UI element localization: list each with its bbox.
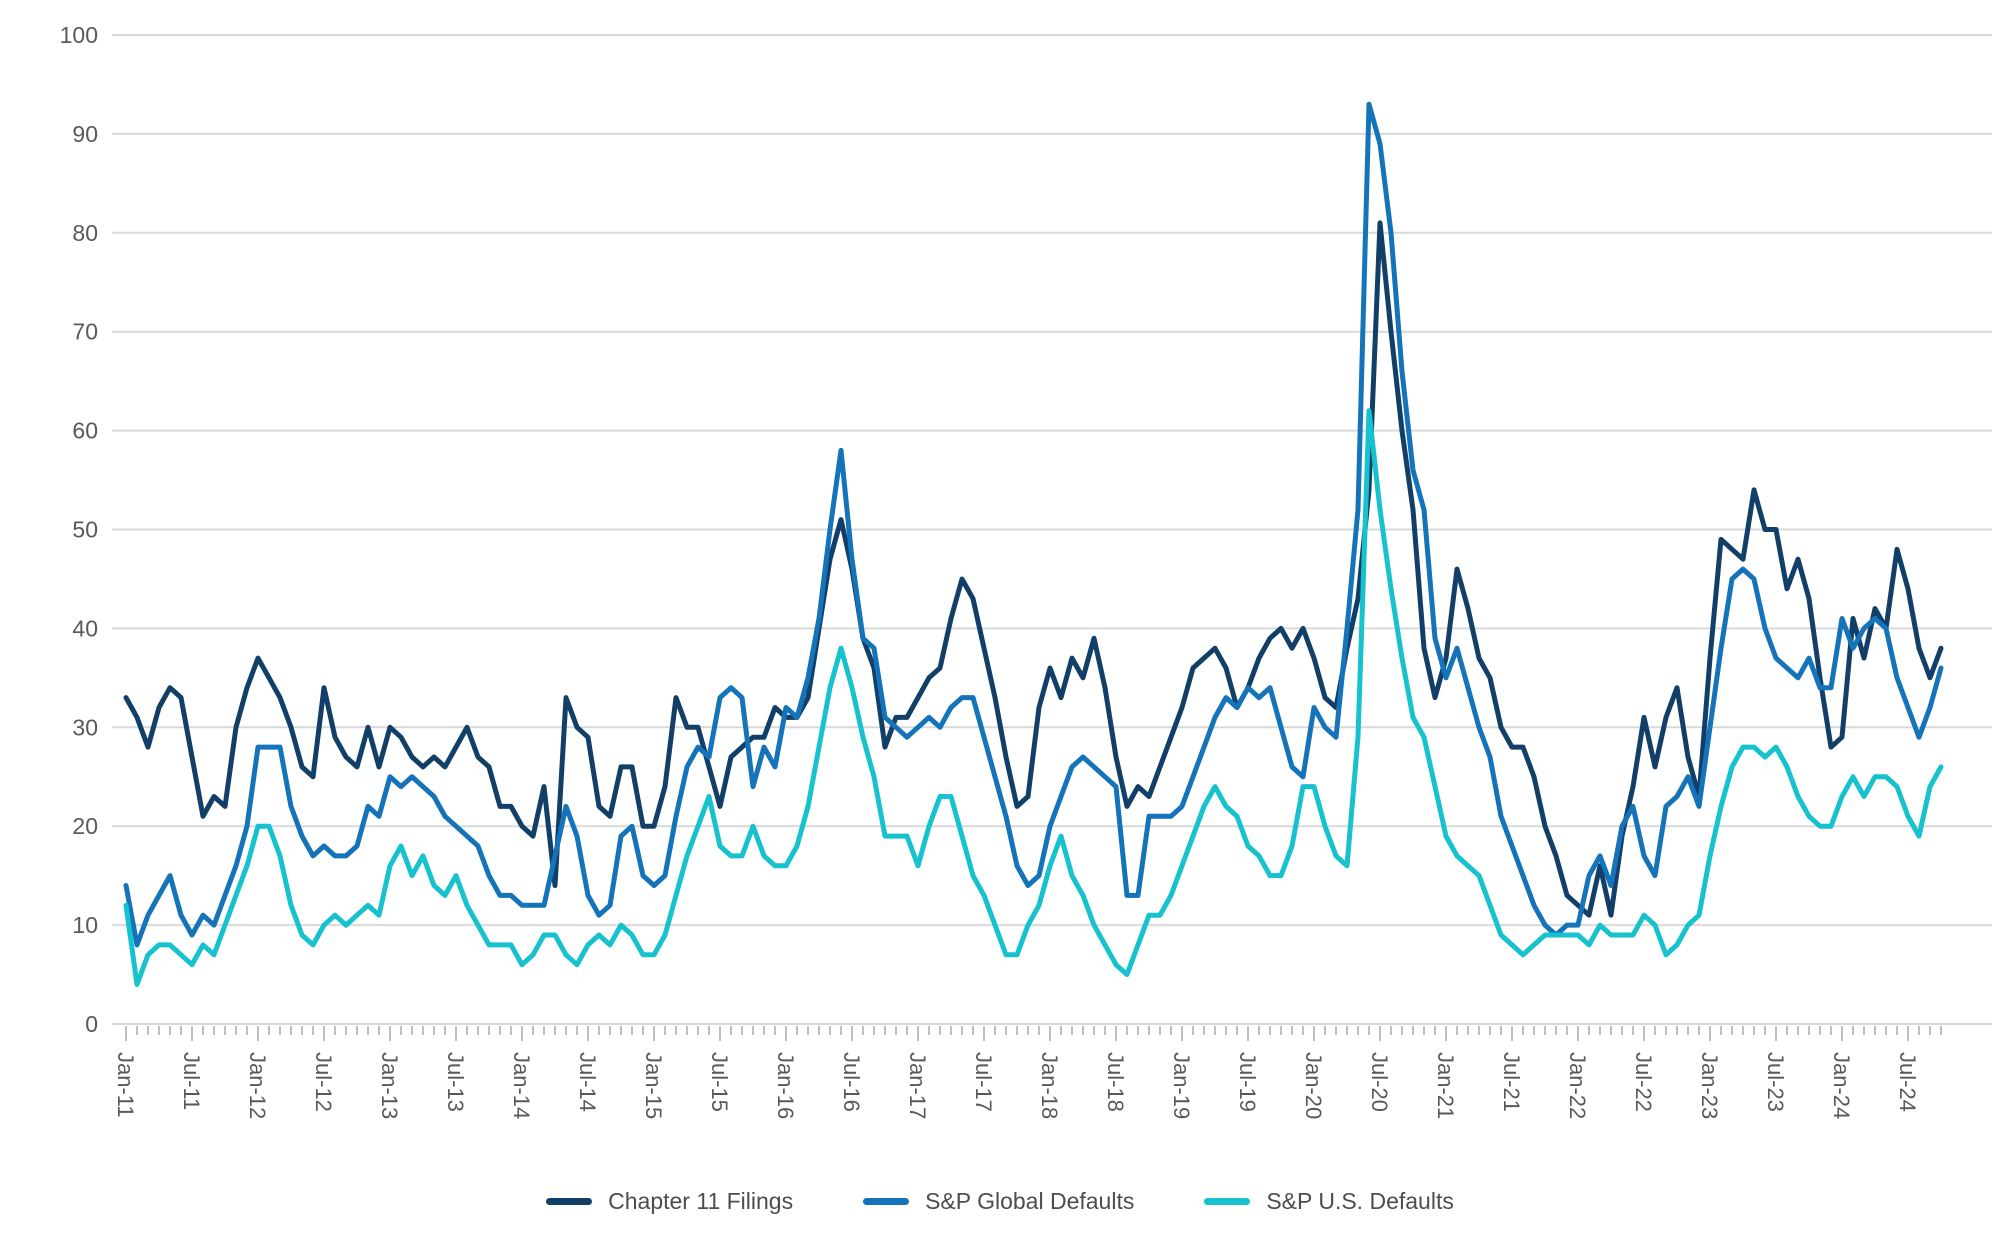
x-axis-label-Jul-16: Jul-16	[839, 1052, 864, 1112]
x-axis-label-Jul-22: Jul-22	[1631, 1052, 1656, 1112]
x-axis-label-Jan-23: Jan-23	[1697, 1052, 1722, 1119]
x-axis-label-Jan-17: Jan-17	[905, 1052, 930, 1119]
x-axis-label-Jan-21: Jan-21	[1433, 1052, 1458, 1119]
x-axis-label-Jul-15: Jul-15	[707, 1052, 732, 1112]
series-line-s-p-u-s-defaults	[123, 408, 1944, 987]
y-axis-label-30: 30	[72, 714, 98, 740]
x-axis-label-Jan-14: Jan-14	[509, 1052, 534, 1119]
x-axis-label-Jul-11: Jul-11	[179, 1052, 204, 1110]
legend-label: S&P Global Defaults	[925, 1188, 1135, 1214]
x-axis-label-Jul-20: Jul-20	[1367, 1052, 1392, 1112]
x-axis-label-Jan-18: Jan-18	[1037, 1052, 1062, 1119]
y-axis-label-100: 100	[60, 22, 98, 48]
legend-label: Chapter 11 Filings	[608, 1188, 794, 1214]
series-line-s-p-global-defaults	[123, 101, 1944, 948]
x-axis-label-Jul-18: Jul-18	[1103, 1052, 1128, 1112]
legend-item-sp-us-defaults: S&P U.S. Defaults	[1204, 1188, 1454, 1215]
x-axis-label-Jan-16: Jan-16	[773, 1052, 798, 1119]
y-axis-label-60: 60	[72, 418, 98, 444]
y-axis-label-0: 0	[85, 1011, 98, 1037]
x-axis-label-Jul-14: Jul-14	[575, 1052, 600, 1112]
y-axis-label-40: 40	[72, 615, 98, 641]
legend-item-sp-global-defaults: S&P Global Defaults	[863, 1188, 1134, 1215]
legend-swatch-sp-us-defaults	[1204, 1198, 1251, 1205]
x-axis-label-Jan-20: Jan-20	[1301, 1052, 1326, 1119]
x-axis-label-Jan-12: Jan-12	[245, 1052, 270, 1119]
legend-item-chapter-11-filings: Chapter 11 Filings	[546, 1188, 793, 1215]
y-axis-label-90: 90	[72, 121, 98, 147]
y-axis-label-10: 10	[72, 912, 98, 938]
x-axis-label-Jan-19: Jan-19	[1169, 1052, 1194, 1119]
y-axis-label-50: 50	[72, 517, 98, 543]
x-axis-label-Jul-21: Jul-21	[1499, 1052, 1524, 1112]
y-axis-label-80: 80	[72, 220, 98, 246]
x-axis-label-Jul-23: Jul-23	[1763, 1052, 1788, 1112]
x-axis-label-Jan-22: Jan-22	[1565, 1052, 1590, 1119]
x-axis-label-Jul-12: Jul-12	[311, 1052, 336, 1112]
legend-label: S&P U.S. Defaults	[1266, 1188, 1454, 1214]
x-axis-label-Jan-15: Jan-15	[641, 1052, 666, 1119]
x-axis-label-Jan-11: Jan-11	[113, 1052, 138, 1118]
x-axis-label-Jul-17: Jul-17	[971, 1052, 996, 1112]
chart-legend: Chapter 11 Filings S&P Global Defaults S…	[0, 1188, 2000, 1215]
x-axis-label-Jan-24: Jan-24	[1829, 1052, 1854, 1119]
x-axis-label-Jul-24: Jul-24	[1895, 1052, 1920, 1112]
series-line-chapter-11-filings	[123, 220, 1944, 918]
x-axis-label-Jul-19: Jul-19	[1235, 1052, 1260, 1112]
x-axis-label-Jul-13: Jul-13	[443, 1052, 468, 1112]
x-axis-label-Jan-13: Jan-13	[377, 1052, 402, 1119]
y-axis-label-70: 70	[72, 319, 98, 345]
legend-swatch-chapter-11-filings	[546, 1198, 593, 1205]
y-axis-label-20: 20	[72, 813, 98, 839]
legend-swatch-sp-global-defaults	[863, 1198, 910, 1205]
